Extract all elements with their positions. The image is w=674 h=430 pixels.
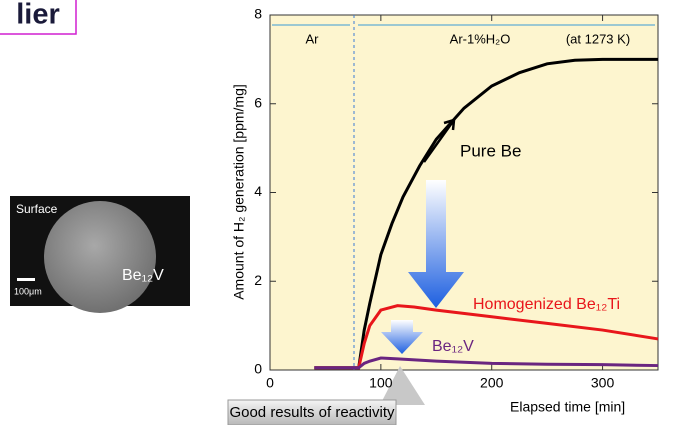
- y-tick-label: 6: [254, 94, 262, 110]
- condition-label: (at 1273 K): [566, 31, 630, 46]
- plot-area: [270, 15, 658, 370]
- x-tick-label: 0: [266, 375, 274, 391]
- x-axis-label: Elapsed time [min]: [510, 399, 625, 415]
- series-label: Homogenized Be₁₂Ti: [473, 296, 620, 313]
- region-label: Ar-1%H₂O: [450, 31, 511, 46]
- inset-label: Surface: [16, 202, 58, 216]
- scale-bar: [17, 278, 35, 281]
- y-tick-label: 4: [254, 183, 262, 199]
- y-tick-label: 8: [254, 6, 262, 22]
- slide-title: lier: [16, 0, 60, 31]
- series-label: Pure Be: [460, 141, 521, 160]
- y-axis-label: Amount of H₂ generation [ppm/mg]: [231, 84, 247, 300]
- callout-text: Good results of reactivity: [229, 404, 395, 421]
- inset-material: Be₁₂V: [122, 267, 164, 284]
- y-tick-label: 0: [254, 361, 262, 377]
- sphere: [44, 201, 156, 313]
- y-tick-label: 2: [254, 272, 262, 288]
- x-tick-label: 200: [480, 375, 504, 391]
- region-label: Ar: [306, 31, 320, 46]
- x-tick-label: 300: [591, 375, 615, 391]
- slide: lier Surface 100μm Be₁₂V Good results of…: [0, 0, 674, 425]
- series-label: Be₁₂V: [432, 338, 474, 355]
- page: lier Surface 100μm Be₁₂V Good results of…: [0, 0, 674, 430]
- scale-label: 100μm: [14, 286, 42, 296]
- x-tick-label: 100: [369, 375, 393, 391]
